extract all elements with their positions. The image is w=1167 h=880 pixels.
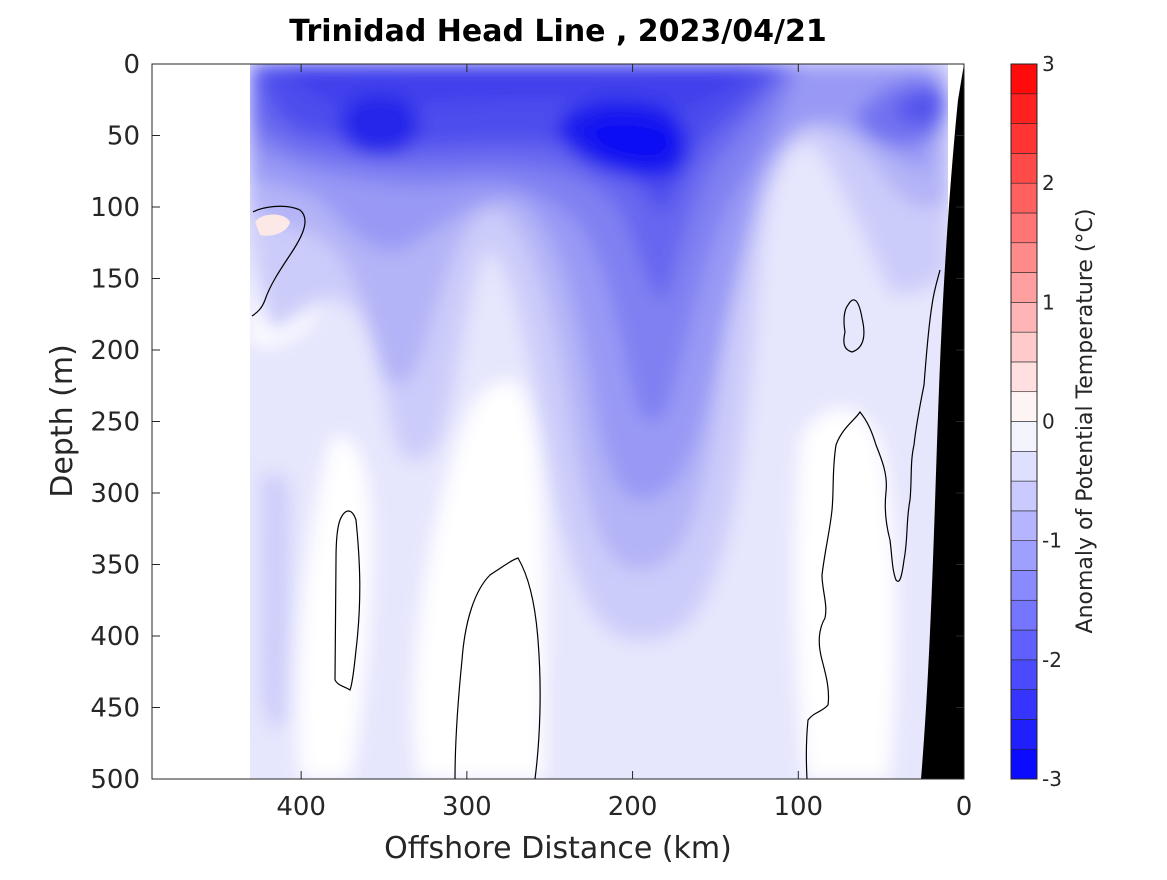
neutral-region-west — [297, 435, 373, 779]
colorbar-band — [1010, 272, 1038, 303]
colorbar-tick-label: -3 — [1042, 767, 1062, 791]
colorbar-band — [1010, 361, 1038, 393]
y-axis: 0 50 100 150 200 250 300 350 400 450 500 — [90, 50, 964, 795]
y-tick-label: 500 — [90, 765, 140, 795]
x-tick-label: 100 — [773, 792, 823, 822]
y-tick-label: 0 — [123, 50, 140, 80]
colorbar-band — [1010, 570, 1038, 601]
neutral-region-middle — [413, 380, 546, 779]
colorbar: 3 2 1 0 -1 -2 -3 — [1010, 52, 1062, 791]
colorbar-band — [1010, 212, 1038, 244]
y-tick-label: 300 — [90, 479, 140, 509]
colorbar-frame — [1010, 63, 1038, 780]
chart-title: Trinidad Head Line , 2023/04/21 — [289, 14, 827, 49]
bathymetry-shelf — [921, 64, 964, 779]
x-tick-label: 200 — [608, 792, 658, 822]
y-tick-label: 100 — [90, 193, 140, 223]
zero-contour — [454, 557, 541, 780]
cold-core-central-max — [590, 118, 674, 162]
y-axis-label: Depth (m) — [45, 344, 80, 498]
y-tick-label: 350 — [90, 551, 140, 581]
colorbar-band — [1010, 689, 1038, 720]
x-tick-label: 400 — [276, 792, 326, 822]
y-tick-label: 400 — [90, 622, 140, 652]
colorbar-label: Anomaly of Potential Temperature (°C) — [1073, 209, 1098, 634]
y-tick-label: 200 — [90, 336, 140, 366]
y-tick-label: 150 — [90, 265, 140, 295]
zero-contours — [251, 205, 941, 780]
x-axis: 400 300 200 100 0 — [276, 64, 972, 822]
colorbar-band — [1010, 93, 1038, 124]
cold-core-west — [339, 94, 420, 156]
x-axis-label: Offshore Distance (km) — [384, 831, 732, 866]
cold-patch-nearshore-core — [894, 90, 946, 126]
colorbar-band — [1010, 153, 1038, 184]
anomaly-field — [250, 64, 948, 779]
x-tick-label: 300 — [442, 792, 492, 822]
colorbar-band — [1010, 123, 1038, 154]
neutral-region-east — [794, 408, 897, 779]
colorbar-band — [1010, 540, 1038, 571]
colorbar-band — [1010, 331, 1038, 363]
colorbar-tick-label: -2 — [1042, 648, 1062, 672]
zero-contour — [843, 299, 865, 353]
colorbar-band — [1010, 748, 1038, 780]
warm-anomaly-patch — [255, 214, 290, 236]
colorbar-tick-label: 1 — [1042, 290, 1055, 314]
colorbar-band — [1010, 450, 1038, 482]
colorbar-band — [1010, 510, 1038, 541]
y-tick-label: 450 — [90, 694, 140, 724]
colorbar-band — [1010, 302, 1038, 333]
y-tick-label: 50 — [107, 122, 140, 152]
colorbar-band — [1010, 421, 1038, 452]
colorbar-tick-label: 0 — [1042, 410, 1055, 434]
colorbar-tick-label: 3 — [1042, 52, 1055, 76]
x-tick-label: 0 — [956, 792, 973, 822]
zero-contour — [334, 510, 361, 691]
cold-streak-west — [262, 473, 289, 729]
colorbar-band — [1010, 599, 1038, 631]
zero-contour — [251, 205, 306, 317]
colorbar-tick-label: 2 — [1042, 171, 1055, 195]
colorbar-tick-label: -1 — [1042, 529, 1062, 553]
zero-contour — [805, 269, 941, 780]
colorbar-band — [1010, 63, 1038, 95]
colorbar-band — [1010, 242, 1038, 273]
colorbar-band — [1010, 182, 1038, 214]
colorbar-band — [1010, 659, 1038, 690]
colorbar-band — [1010, 629, 1038, 661]
colorbar-band — [1010, 480, 1038, 512]
colorbar-band — [1010, 391, 1038, 422]
colorbar-band — [1010, 719, 1038, 750]
y-tick-label: 250 — [90, 408, 140, 438]
